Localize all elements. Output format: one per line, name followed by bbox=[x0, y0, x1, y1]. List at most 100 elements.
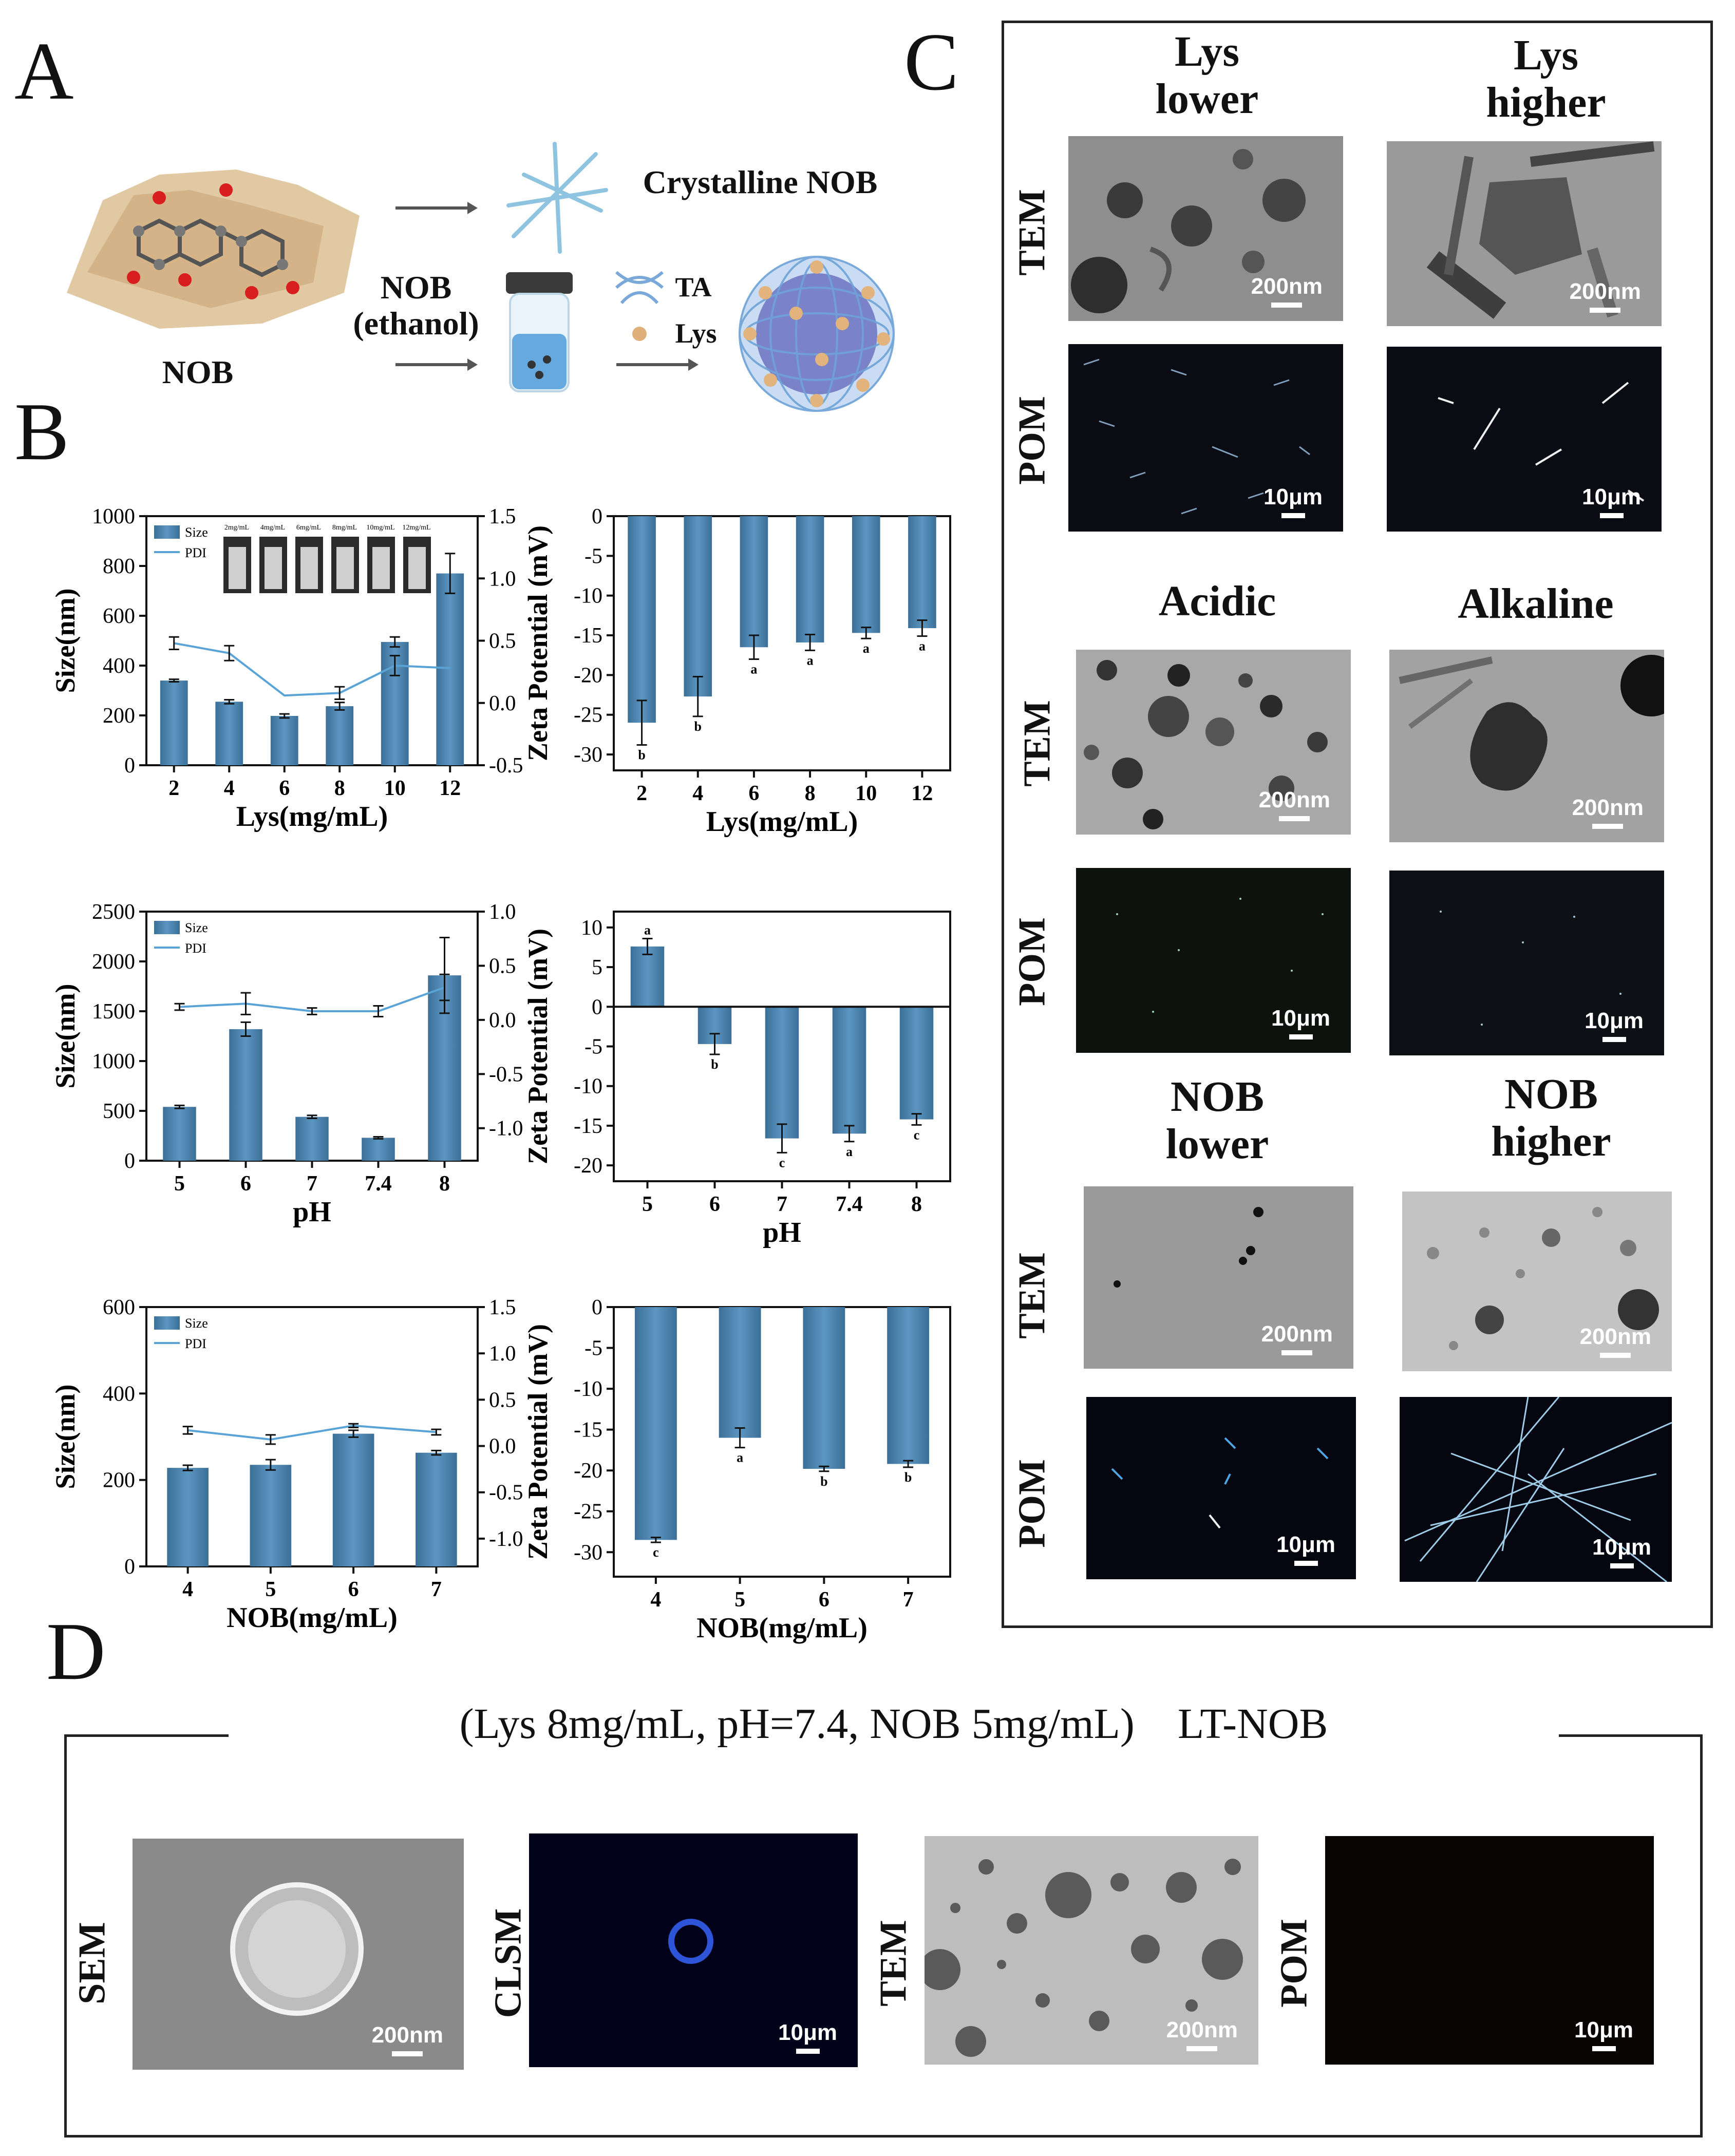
x-axis-label: NOB(mg/mL) bbox=[227, 1602, 398, 1634]
legend-pdi-label: PDI bbox=[185, 1336, 206, 1351]
y-axis-label: Zeta Potential (mV) bbox=[522, 525, 553, 761]
significance-letter: b bbox=[694, 719, 702, 734]
tem-nob-higher: 200nm bbox=[1402, 1192, 1672, 1371]
tem-d-image: 200nm bbox=[925, 1836, 1258, 2065]
legend-size-label: Size bbox=[185, 1316, 208, 1331]
y-tick-label: 800 bbox=[103, 555, 135, 578]
x-tick-label: 5 bbox=[734, 1588, 745, 1612]
scale-bar: 10μm bbox=[1574, 2017, 1633, 2051]
label-tem-1: TEM bbox=[1011, 189, 1053, 276]
bar bbox=[719, 1307, 761, 1438]
legend-lys-label: Lys bbox=[675, 318, 717, 349]
inset-vial-label: 4mg/mL bbox=[260, 524, 285, 532]
inset-vial-label: 8mg/mL bbox=[332, 524, 357, 532]
y-tick-label: -25 bbox=[574, 704, 602, 727]
x-axis-label: pH bbox=[763, 1217, 801, 1249]
significance-letter: b bbox=[638, 748, 645, 763]
label-pom-3: POM bbox=[1011, 1459, 1053, 1548]
y-tick-label: 1500 bbox=[92, 1000, 135, 1024]
x-tick-label: 4 bbox=[650, 1588, 661, 1612]
vial-icon bbox=[506, 272, 573, 392]
panel-d-frame bbox=[64, 1737, 1703, 2138]
y-tick-label: 0 bbox=[124, 1149, 135, 1173]
label-tem-d: TEM bbox=[872, 1920, 915, 2007]
x-tick-label: 12 bbox=[911, 782, 933, 805]
y2-tick-label: 0.5 bbox=[489, 630, 516, 653]
pom-lys-higher: 10μm bbox=[1387, 347, 1662, 532]
scale-bar: 10μm bbox=[1582, 484, 1641, 518]
chart-zeta-lys: 0 -5 -10 -15 -20 -25 -30 b b a a a a 2 4 6 8 10 12 Lys(mg/m… bbox=[522, 505, 951, 838]
bar bbox=[416, 1452, 457, 1566]
significance-letter: a bbox=[863, 641, 870, 656]
bar bbox=[899, 1007, 934, 1120]
y2-tick-label: 1.5 bbox=[489, 505, 516, 528]
y2-tick-label: 1.5 bbox=[489, 1296, 516, 1319]
y2-tick-label: -1.0 bbox=[489, 1527, 523, 1551]
y-tick-label: 0 bbox=[592, 995, 602, 1019]
label-tem-2: TEM bbox=[1016, 700, 1059, 787]
panel-letter-d: D bbox=[46, 1605, 106, 1697]
y-tick-label: -20 bbox=[574, 1459, 602, 1483]
arrow-up-icon bbox=[395, 202, 478, 214]
scale-bar: 10μm bbox=[1592, 1535, 1651, 1568]
x-tick-label: 8 bbox=[805, 782, 816, 805]
bar bbox=[852, 516, 880, 633]
x-axis-label: NOB(mg/mL) bbox=[696, 1612, 868, 1644]
chart-size-pdi-lys: 0 200 400 600 800 1000 2 4 6 8 10 12 Lys(mg/mL) Size(… bbox=[50, 505, 523, 833]
y2-tick-label: 1.0 bbox=[489, 1342, 516, 1366]
bar bbox=[326, 706, 354, 765]
label-clsm: CLSM bbox=[487, 1908, 530, 2018]
y-tick-label: -10 bbox=[574, 584, 602, 608]
y-tick-label: 1000 bbox=[92, 505, 135, 528]
x-tick-label: 2 bbox=[636, 782, 647, 805]
pom-lys-lower: 10μm bbox=[1068, 344, 1343, 532]
title-nob-lower: NOB lower bbox=[1165, 1073, 1269, 1168]
x-tick-label: 5 bbox=[642, 1193, 653, 1216]
inset-vial-body bbox=[372, 547, 390, 589]
plot-frame bbox=[613, 1306, 951, 1578]
y-tick-label: -20 bbox=[574, 1154, 602, 1178]
bar bbox=[160, 680, 188, 765]
inset-vial-body bbox=[300, 547, 318, 589]
scale-bar: 200nm bbox=[1570, 279, 1641, 313]
y-axis-label: Size(nm) bbox=[50, 984, 81, 1089]
bar bbox=[362, 1138, 395, 1161]
title-lys-lower: Lys lower bbox=[1155, 28, 1259, 123]
pom-nob-higher: 10μm bbox=[1400, 1397, 1672, 1582]
y2-tick-label: -0.5 bbox=[489, 1481, 523, 1505]
x-tick-label: 7 bbox=[307, 1172, 317, 1196]
x-tick-label: 4 bbox=[692, 782, 703, 805]
y-tick-label: 400 bbox=[103, 1382, 135, 1406]
chart-zeta-nob: 0 -5 -10 -15 -20 -25 -30 c a b b 4 5 6 7 NOB(mg/mL) Zeta… bbox=[522, 1296, 951, 1644]
tem-lys-lower: 200nm bbox=[1068, 136, 1343, 321]
legend-size-label: Size bbox=[185, 920, 208, 935]
y-tick-label: 400 bbox=[103, 654, 135, 678]
label-pom-1: POM bbox=[1011, 396, 1053, 485]
chart-size-pdi-nob: 0 200 400 600 4 5 6 7 NOB(mg/mL) Size(nm) -1.0 -0.5… bbox=[50, 1296, 523, 1634]
y-tick-label: -10 bbox=[574, 1075, 602, 1099]
panel-d-top-line-left bbox=[64, 1734, 229, 1737]
inset-vial-label: 12mg/mL bbox=[402, 524, 430, 532]
y-tick-label: -15 bbox=[574, 1419, 602, 1442]
bar bbox=[167, 1468, 209, 1566]
bar bbox=[887, 1307, 930, 1464]
scale-bar: 10μm bbox=[1263, 484, 1323, 518]
tem-lys-higher: 200nm bbox=[1387, 141, 1662, 326]
y-tick-label: 1000 bbox=[92, 1050, 135, 1073]
lys-bead-icon bbox=[632, 327, 647, 341]
x-tick-label: 12 bbox=[439, 777, 461, 800]
x-tick-label: 7 bbox=[903, 1588, 914, 1612]
title-acidic: Acidic bbox=[1158, 577, 1276, 625]
inset-vial-label: 10mg/mL bbox=[366, 524, 394, 532]
y-tick-label: 2500 bbox=[92, 900, 135, 924]
bar bbox=[229, 1029, 262, 1161]
significance-letter: c bbox=[653, 1545, 659, 1560]
panel-d-top-line-right bbox=[1559, 1734, 1703, 1737]
bar bbox=[332, 1433, 374, 1566]
y2-tick-label: 0.0 bbox=[489, 1009, 516, 1032]
bar bbox=[215, 702, 243, 765]
scale-bar: 200nm bbox=[1259, 787, 1330, 821]
significance-letter: a bbox=[846, 1144, 853, 1159]
x-tick-label: 6 bbox=[748, 782, 759, 805]
inset-vial-body bbox=[229, 547, 246, 589]
